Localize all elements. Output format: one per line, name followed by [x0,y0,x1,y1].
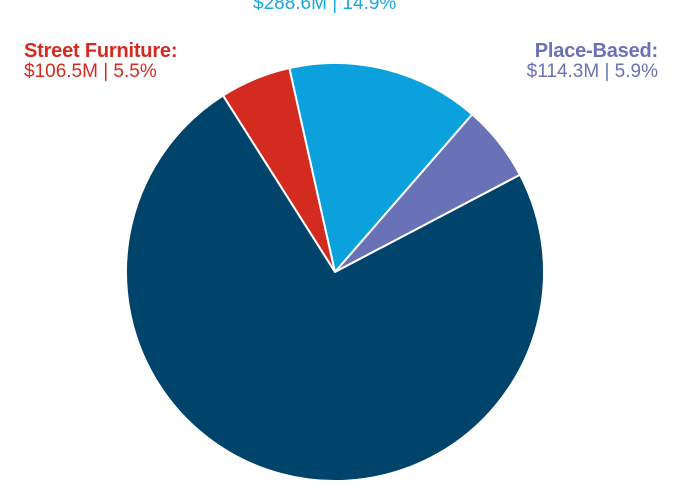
slice-label-top-value: $288.6M | 14.9% [253,0,397,14]
pie-slice-top [288,61,474,273]
slice-label-street-furniture-value: $106.5M | 5.5% [24,61,157,82]
slice-label-street-furniture: Street Furniture: $106.5M | 5.5% [24,40,177,83]
pie-slice-remaining [125,94,545,483]
slice-label-street-furniture-name: Street Furniture: [24,40,178,62]
slice-label-place-based-name: Place-Based: [534,40,658,62]
slice-label-place-based-value: $114.3M | 5.9% [526,61,658,82]
slice-label-top: $288.6M | 14.9% [253,0,396,15]
slice-label-place-based: Place-Based: $114.3M | 5.9% [526,40,659,83]
